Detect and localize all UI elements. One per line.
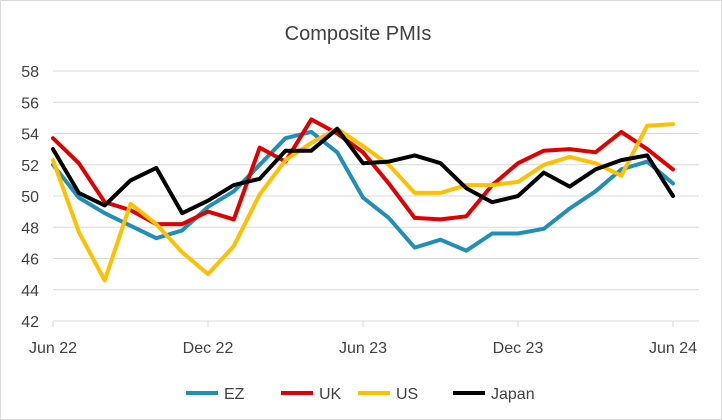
gridlines bbox=[53, 70, 699, 322]
series-line-ez bbox=[51, 129, 675, 253]
x-tick-label: Jun 23 bbox=[339, 340, 387, 357]
legend-label-japan: Japan bbox=[491, 386, 535, 403]
x-tick-label: Jun 22 bbox=[29, 340, 77, 357]
chart-title: Composite PMIs bbox=[285, 23, 432, 45]
y-tick-label: 56 bbox=[21, 95, 39, 112]
series-lines bbox=[51, 117, 675, 283]
y-tick-label: 42 bbox=[21, 314, 39, 331]
y-tick-label: 46 bbox=[21, 252, 39, 269]
y-tick-label: 54 bbox=[21, 127, 39, 144]
legend-label-ez: EZ bbox=[224, 386, 245, 403]
y-tick-label: 52 bbox=[21, 158, 39, 175]
y-tick-label: 50 bbox=[21, 189, 39, 206]
y-tick-label: 58 bbox=[21, 64, 39, 81]
x-tick-label: Dec 23 bbox=[493, 340, 544, 357]
y-tick-label: 48 bbox=[21, 220, 39, 237]
x-tick-label: Jun 24 bbox=[649, 340, 697, 357]
series-line-japan bbox=[51, 126, 675, 216]
legend: EZ UK US Japan bbox=[186, 386, 535, 403]
legend-label-us: US bbox=[396, 386, 418, 403]
x-tick-label: Dec 22 bbox=[183, 340, 234, 357]
legend-label-uk: UK bbox=[319, 386, 342, 403]
y-tick-label: 44 bbox=[21, 283, 39, 300]
axes: 42 44 46 48 50 52 54 56 58 Jun 22 Dec 22 Jun 23 Dec … bbox=[21, 64, 699, 357]
series-line-us bbox=[51, 122, 675, 283]
